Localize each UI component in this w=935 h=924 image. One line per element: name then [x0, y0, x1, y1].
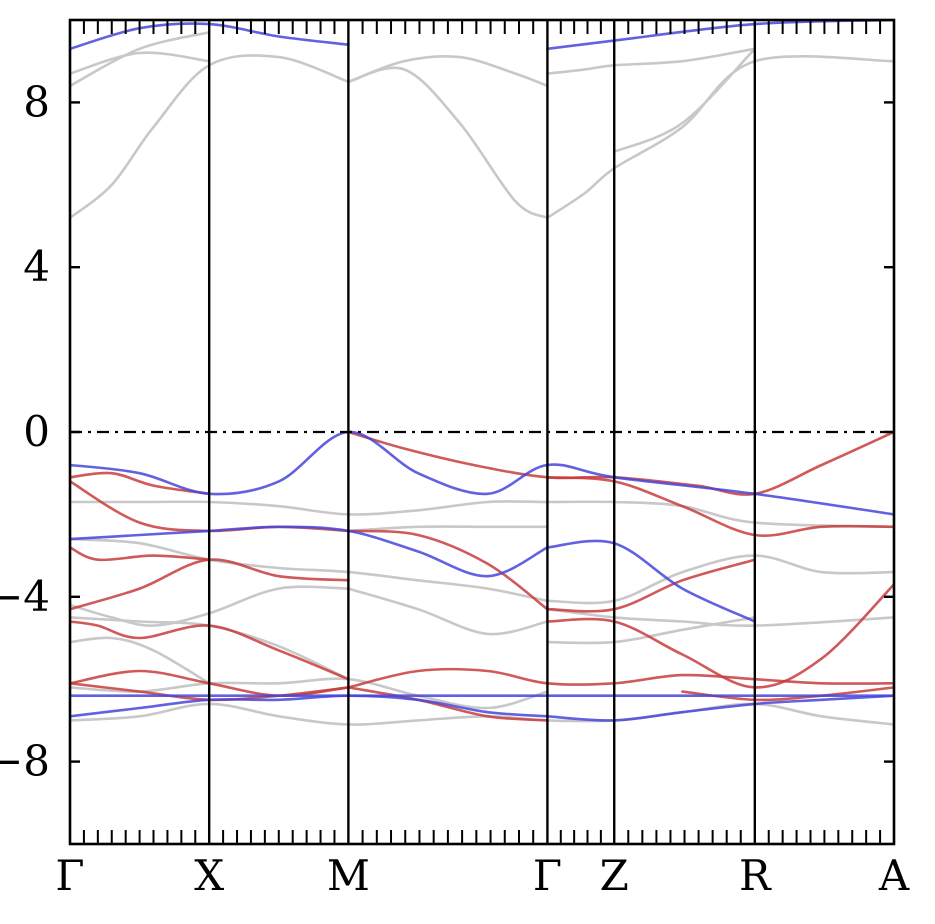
band-18	[70, 525, 549, 578]
kpoint-label-2: M	[327, 851, 370, 900]
kpoint-label-5: R	[739, 851, 772, 900]
band-12	[70, 471, 211, 496]
band-0	[70, 54, 350, 220]
plot-frame: 840−4−8Γ X M Γ Z R A	[0, 18, 910, 900]
band-41	[347, 686, 549, 722]
band-1	[70, 31, 211, 88]
kpoint-label-0: Γ	[55, 851, 84, 900]
y-tick-label-4: −8	[0, 737, 50, 786]
y-tick-label-0: 8	[23, 77, 50, 126]
band-35	[347, 667, 894, 689]
band-13	[70, 500, 549, 516]
band-24	[546, 554, 894, 605]
kpoint-label-3: Γ	[533, 851, 562, 900]
band-4	[347, 66, 549, 220]
band-29	[546, 583, 894, 689]
band-28	[70, 620, 350, 681]
band-33	[546, 616, 757, 645]
kpoint-label-4: Z	[600, 851, 629, 900]
kpoint-label-6: A	[878, 851, 910, 900]
band-26	[70, 585, 350, 627]
band-16	[546, 476, 894, 537]
band-39	[546, 694, 894, 722]
band-8	[612, 47, 757, 154]
y-tick-label-2: 0	[23, 407, 50, 456]
band-31	[546, 607, 894, 627]
band-10	[347, 430, 894, 496]
band-7	[546, 47, 757, 75]
band-9	[546, 20, 894, 51]
band-27	[347, 587, 549, 636]
band-2	[70, 51, 211, 75]
band-22	[70, 546, 211, 562]
band-20	[70, 537, 549, 603]
band-38	[70, 694, 549, 718]
band-19	[546, 539, 757, 623]
band-5	[347, 54, 549, 88]
band-lines	[70, 20, 894, 726]
y-tick-label-3: −4	[0, 572, 50, 621]
band-32	[70, 636, 211, 685]
band-17	[347, 525, 549, 533]
band-6	[546, 55, 894, 220]
band-23	[347, 529, 549, 611]
band-25	[546, 558, 757, 613]
kpoint-label-1: X	[194, 851, 224, 900]
band-11	[70, 430, 894, 516]
y-tick-label-1: 4	[23, 242, 50, 291]
